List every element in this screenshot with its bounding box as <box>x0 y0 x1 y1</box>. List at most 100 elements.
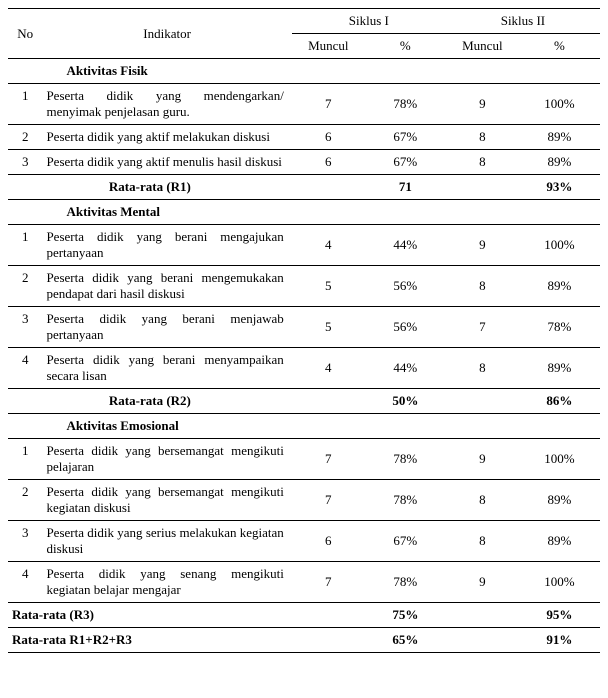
cell-p1: 78% <box>365 439 446 480</box>
col-persen-2: % <box>519 34 600 59</box>
table-row: 3 Peserta didik yang serius melakukan ke… <box>8 521 600 562</box>
avg-row-fisik: Rata-rata (R1) 71 93% <box>8 175 600 200</box>
section-title-mental: Aktivitas Mental <box>42 200 600 225</box>
avg-p1: 50% <box>365 389 446 414</box>
col-persen-1: % <box>365 34 446 59</box>
cell-indikator: Peserta didik yang aktif menulis hasil d… <box>42 150 291 175</box>
cell-m2: 8 <box>446 521 519 562</box>
cell-p2: 89% <box>519 521 600 562</box>
col-indikator: Indikator <box>42 9 291 59</box>
cell-no: 4 <box>8 348 42 389</box>
col-siklus1: Siklus I <box>292 9 446 34</box>
avg-label: Rata-rata (R2) <box>8 389 292 414</box>
cell-m1: 7 <box>292 562 365 603</box>
cell-p2: 89% <box>519 266 600 307</box>
avg-p1: 71 <box>365 175 446 200</box>
cell-m2: 8 <box>446 150 519 175</box>
cell-no: 2 <box>8 125 42 150</box>
cell-p1: 67% <box>365 521 446 562</box>
table-row: 1 Peserta didik yang mendengarkan/ menyi… <box>8 84 600 125</box>
cell-p2: 89% <box>519 348 600 389</box>
cell-m2: 8 <box>446 480 519 521</box>
cell-m2: 9 <box>446 562 519 603</box>
cell-m1: 4 <box>292 225 365 266</box>
cell-m1: 5 <box>292 266 365 307</box>
cell-m2: 8 <box>446 348 519 389</box>
cell-m2: 9 <box>446 439 519 480</box>
cell-p1: 78% <box>365 480 446 521</box>
cell-m1: 4 <box>292 348 365 389</box>
cell-m2: 9 <box>446 225 519 266</box>
cell-no: 1 <box>8 84 42 125</box>
grand-p2: 91% <box>519 628 600 653</box>
cell-p1: 78% <box>365 562 446 603</box>
cell-no: 3 <box>8 307 42 348</box>
cell-indikator: Peserta didik yang bersemangat mengikuti… <box>42 480 291 521</box>
cell-no: 3 <box>8 521 42 562</box>
cell-m1: 6 <box>292 521 365 562</box>
cell-p1: 67% <box>365 150 446 175</box>
cell-m2: 9 <box>446 84 519 125</box>
cell-indikator: Peserta didik yang bersemangat mengikuti… <box>42 439 291 480</box>
section-fisik: Aktivitas Fisik <box>8 59 600 84</box>
section-mental: Aktivitas Mental <box>8 200 600 225</box>
table-row: 2 Peserta didik yang bersemangat mengiku… <box>8 480 600 521</box>
avg-p2: 86% <box>519 389 600 414</box>
cell-no: 3 <box>8 150 42 175</box>
table-row: 4 Peserta didik yang senang mengikuti ke… <box>8 562 600 603</box>
table-row: 3 Peserta didik yang aktif menulis hasil… <box>8 150 600 175</box>
section-title-fisik: Aktivitas Fisik <box>42 59 600 84</box>
col-no: No <box>8 9 42 59</box>
cell-p2: 89% <box>519 150 600 175</box>
cell-p1: 78% <box>365 84 446 125</box>
cell-p2: 100% <box>519 439 600 480</box>
cell-no: 1 <box>8 439 42 480</box>
cell-p2: 78% <box>519 307 600 348</box>
cell-p2: 100% <box>519 225 600 266</box>
cell-m1: 7 <box>292 439 365 480</box>
table-row: 2 Peserta didik yang berani mengemukakan… <box>8 266 600 307</box>
avg-p1: 75% <box>365 603 446 628</box>
cell-m2: 7 <box>446 307 519 348</box>
grand-total-row: Rata-rata R1+R2+R3 65% 91% <box>8 628 600 653</box>
col-muncul-2: Muncul <box>446 34 519 59</box>
table-row: 1 Peserta didik yang bersemangat mengiku… <box>8 439 600 480</box>
table-header-row-1: No Indikator Siklus I Siklus II <box>8 9 600 34</box>
cell-m2: 8 <box>446 266 519 307</box>
cell-m2: 8 <box>446 125 519 150</box>
cell-p2: 100% <box>519 84 600 125</box>
grand-label: Rata-rata R1+R2+R3 <box>8 628 292 653</box>
table-row: 3 Peserta didik yang berani menjawab per… <box>8 307 600 348</box>
cell-indikator: Peserta didik yang mendengarkan/ menyima… <box>42 84 291 125</box>
cell-p1: 56% <box>365 266 446 307</box>
cell-p1: 44% <box>365 225 446 266</box>
col-siklus2: Siklus II <box>446 9 600 34</box>
cell-p2: 100% <box>519 562 600 603</box>
table-row: 4 Peserta didik yang berani menyampaikan… <box>8 348 600 389</box>
cell-indikator: Peserta didik yang senang mengikuti kegi… <box>42 562 291 603</box>
table-row: 1 Peserta didik yang berani mengajukan p… <box>8 225 600 266</box>
avg-p2: 95% <box>519 603 600 628</box>
cell-m1: 5 <box>292 307 365 348</box>
cell-no: 2 <box>8 480 42 521</box>
cell-m1: 7 <box>292 480 365 521</box>
cell-indikator: Peserta didik yang berani mengemukakan p… <box>42 266 291 307</box>
cell-p1: 56% <box>365 307 446 348</box>
cell-no: 4 <box>8 562 42 603</box>
col-muncul-1: Muncul <box>292 34 365 59</box>
cell-indikator: Peserta didik yang berani menjawab perta… <box>42 307 291 348</box>
avg-label: Rata-rata (R1) <box>8 175 292 200</box>
cell-p1: 67% <box>365 125 446 150</box>
avg-label: Rata-rata (R3) <box>8 603 292 628</box>
cell-no: 2 <box>8 266 42 307</box>
cell-p2: 89% <box>519 125 600 150</box>
section-title-emosional: Aktivitas Emosional <box>42 414 600 439</box>
cell-m1: 6 <box>292 150 365 175</box>
cell-p1: 44% <box>365 348 446 389</box>
avg-row-mental: Rata-rata (R2) 50% 86% <box>8 389 600 414</box>
cell-indikator: Peserta didik yang serius melakukan kegi… <box>42 521 291 562</box>
activity-table: No Indikator Siklus I Siklus II Muncul %… <box>8 8 600 653</box>
cell-indikator: Peserta didik yang aktif melakukan disku… <box>42 125 291 150</box>
section-emosional: Aktivitas Emosional <box>8 414 600 439</box>
cell-indikator: Peserta didik yang berani mengajukan per… <box>42 225 291 266</box>
